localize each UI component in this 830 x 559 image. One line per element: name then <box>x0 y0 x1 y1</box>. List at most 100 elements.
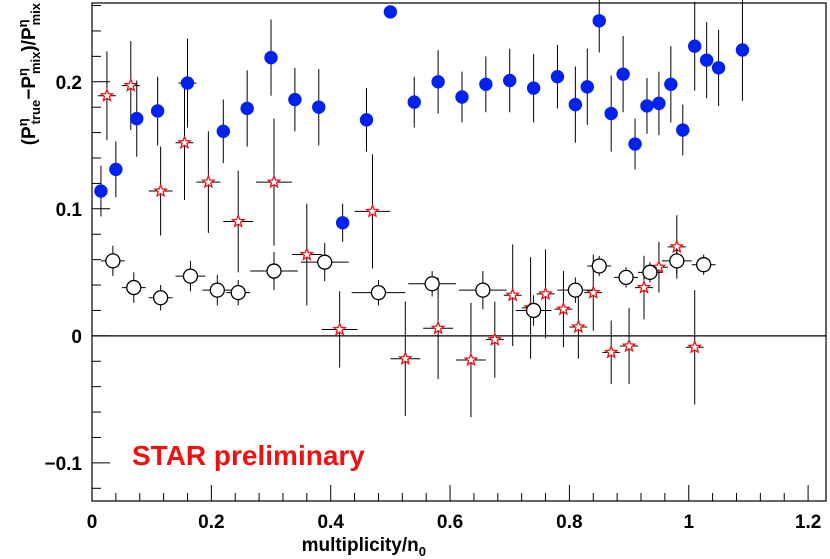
series-filled-circle <box>94 0 750 242</box>
y-axis-title-part: η <box>15 68 30 76</box>
data-point <box>568 97 583 112</box>
data-point <box>621 338 637 353</box>
data-point <box>556 301 571 316</box>
y-axis-title-part: mix <box>28 2 43 25</box>
data-point <box>370 285 387 301</box>
x-axis-title: multiplicity/n0 <box>302 535 426 559</box>
data-point <box>266 174 282 189</box>
data-point <box>230 285 246 301</box>
data-point <box>99 87 115 103</box>
series-open-circle <box>100 243 716 326</box>
data-point <box>603 344 619 359</box>
data-point <box>365 203 380 218</box>
data-point <box>455 90 469 104</box>
data-point <box>618 269 634 286</box>
data-points <box>94 0 750 418</box>
data-point <box>475 282 491 298</box>
y-tick-label: 0.2 <box>56 73 82 94</box>
data-point <box>652 96 666 111</box>
data-point <box>503 73 517 88</box>
data-point <box>109 162 123 177</box>
y-axis-title-part: )/P <box>19 27 40 52</box>
data-point <box>397 350 413 366</box>
y-axis-title-part: (P <box>19 126 40 145</box>
data-point <box>570 319 586 334</box>
data-point <box>592 14 606 28</box>
tick-labels: 0 0.2 0.4 0.6 0.8 1 1.2 −0.1 0 0.1 0.2 <box>44 73 821 533</box>
data-point <box>150 104 165 118</box>
data-point <box>616 67 630 81</box>
data-point <box>664 77 678 92</box>
x-tick-label: 0.6 <box>437 512 463 533</box>
data-point <box>525 302 542 319</box>
x-axis-title-sub: 0 <box>419 544 426 559</box>
data-point <box>430 320 446 335</box>
data-point <box>463 352 479 367</box>
data-point <box>216 124 230 139</box>
data-point <box>230 213 246 228</box>
x-tick-label: 0.8 <box>556 512 582 533</box>
plot-frame <box>91 2 827 502</box>
axis-ticks <box>91 5 809 501</box>
y-axis-title: (Pηtrue−Pηmix)/Pηmix <box>15 2 43 145</box>
x-tick-label: 1.2 <box>795 512 821 533</box>
y-axis-title-part: true <box>28 100 43 125</box>
x-tick-label: 1 <box>683 512 694 533</box>
x-axis-title-main: multiplicity/n <box>302 535 419 556</box>
data-point <box>676 123 690 137</box>
data-point <box>335 216 350 230</box>
data-point <box>288 92 302 107</box>
data-point <box>312 100 326 114</box>
data-point <box>383 5 398 19</box>
data-point <box>105 253 121 269</box>
data-point <box>479 77 493 92</box>
data-point <box>567 282 584 298</box>
data-point <box>604 106 618 121</box>
data-point <box>264 50 278 65</box>
data-point <box>209 282 225 298</box>
data-point <box>94 184 108 198</box>
data-point <box>299 246 315 261</box>
data-point <box>640 99 654 113</box>
y-axis-title-part: mix <box>28 51 43 74</box>
data-point <box>200 174 216 189</box>
data-point <box>687 339 703 354</box>
y-axis-title-part: η <box>15 19 30 27</box>
data-point <box>487 331 503 346</box>
data-point <box>636 279 652 294</box>
data-point <box>538 286 553 301</box>
data-point <box>152 290 169 306</box>
data-point <box>424 276 440 292</box>
annotation: STAR preliminary <box>132 440 365 471</box>
data-point <box>651 259 667 274</box>
data-point <box>130 111 144 126</box>
data-point <box>669 253 685 269</box>
data-point <box>580 80 595 94</box>
data-point <box>688 39 702 53</box>
data-point <box>182 268 199 284</box>
y-axis-title-part: −P <box>19 76 40 100</box>
data-point <box>266 263 282 279</box>
data-point <box>735 43 750 57</box>
data-point <box>359 113 374 127</box>
data-point <box>180 76 195 90</box>
data-point <box>177 134 192 150</box>
data-point <box>628 137 642 151</box>
data-point <box>431 75 445 89</box>
x-tick-label: 0.2 <box>198 512 224 533</box>
x-tick-label: 0.4 <box>317 512 344 533</box>
x-tick-label: 0 <box>87 512 98 533</box>
data-point <box>526 81 541 95</box>
data-point <box>317 254 333 270</box>
y-tick-label: −0.1 <box>44 454 82 475</box>
data-point <box>699 53 714 67</box>
data-point <box>153 183 169 198</box>
y-axis-title-part: η <box>15 118 30 126</box>
data-point <box>585 284 601 299</box>
data-point <box>123 77 139 92</box>
data-point <box>591 258 607 274</box>
data-point <box>642 264 658 280</box>
data-point <box>505 287 521 302</box>
data-point <box>550 69 565 84</box>
